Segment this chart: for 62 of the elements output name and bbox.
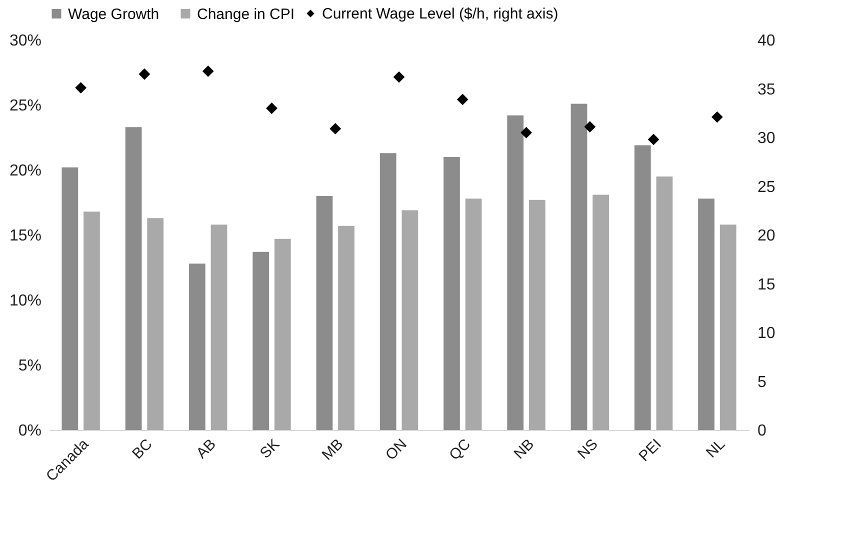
x-tick-label: PEI — [636, 436, 665, 465]
point — [520, 126, 532, 138]
bar — [210, 224, 228, 430]
y2-tick-label: 5 — [758, 374, 766, 391]
bar — [380, 153, 396, 430]
x-tick-label: SK — [256, 436, 284, 462]
x-tick-label: QC — [446, 436, 474, 464]
y2-tick-label: 10 — [758, 325, 776, 342]
bar — [720, 224, 736, 430]
x-tick-label: NS — [574, 436, 602, 463]
bar — [62, 167, 78, 430]
bar — [592, 194, 609, 430]
bar — [529, 200, 546, 430]
y-tick-label: 15% — [9, 228, 42, 244]
x-tick-label: BC — [129, 436, 156, 463]
y2-tick-label: 15 — [758, 276, 776, 294]
bar — [570, 104, 588, 430]
bar — [147, 218, 164, 430]
y-tick-label: 30% — [9, 32, 42, 50]
y-tick-label: 25% — [9, 98, 42, 114]
bar — [84, 212, 100, 430]
bar — [125, 127, 142, 430]
point — [584, 121, 596, 132]
y-tick-label: 5% — [18, 358, 42, 374]
x-tick-label: ON — [382, 436, 410, 464]
bar — [698, 198, 714, 430]
y-tick-label: 0% — [18, 422, 42, 440]
y2-tick-label: 35 — [758, 81, 776, 98]
point — [202, 66, 214, 77]
y-tick-label: 20% — [9, 162, 42, 180]
point — [456, 94, 468, 106]
point — [330, 123, 342, 134]
x-tick-label: AB — [193, 436, 220, 462]
point — [648, 134, 660, 146]
y2-tick-label: 30 — [758, 130, 776, 147]
bar — [274, 238, 291, 430]
bar — [444, 157, 460, 430]
y2-tick-label: 20 — [758, 228, 776, 244]
bar — [252, 252, 269, 430]
point — [393, 71, 405, 83]
legend-label: Change in CPI — [197, 6, 295, 23]
bar — [338, 226, 354, 430]
legend-label: Current Wage Level ($/h, right axis) — [322, 6, 558, 22]
point — [711, 111, 723, 123]
bar — [465, 198, 482, 430]
point — [138, 68, 150, 80]
bar — [507, 115, 524, 430]
y2-tick-label: 40 — [758, 32, 776, 50]
x-tick-label: NB — [510, 436, 538, 463]
x-tick-label: NL — [702, 436, 728, 462]
bar — [316, 196, 333, 430]
legend-label: Wage Growth — [68, 6, 160, 23]
bar — [402, 210, 418, 430]
y-tick-label: 10% — [9, 292, 42, 310]
point — [266, 102, 278, 114]
y2-tick-label: 0 — [758, 422, 766, 440]
x-tick-label: MB — [318, 436, 347, 464]
bar — [189, 264, 206, 430]
bar — [634, 145, 651, 430]
point — [75, 82, 87, 94]
y2-tick-label: 25 — [758, 178, 776, 196]
bar — [656, 176, 673, 430]
